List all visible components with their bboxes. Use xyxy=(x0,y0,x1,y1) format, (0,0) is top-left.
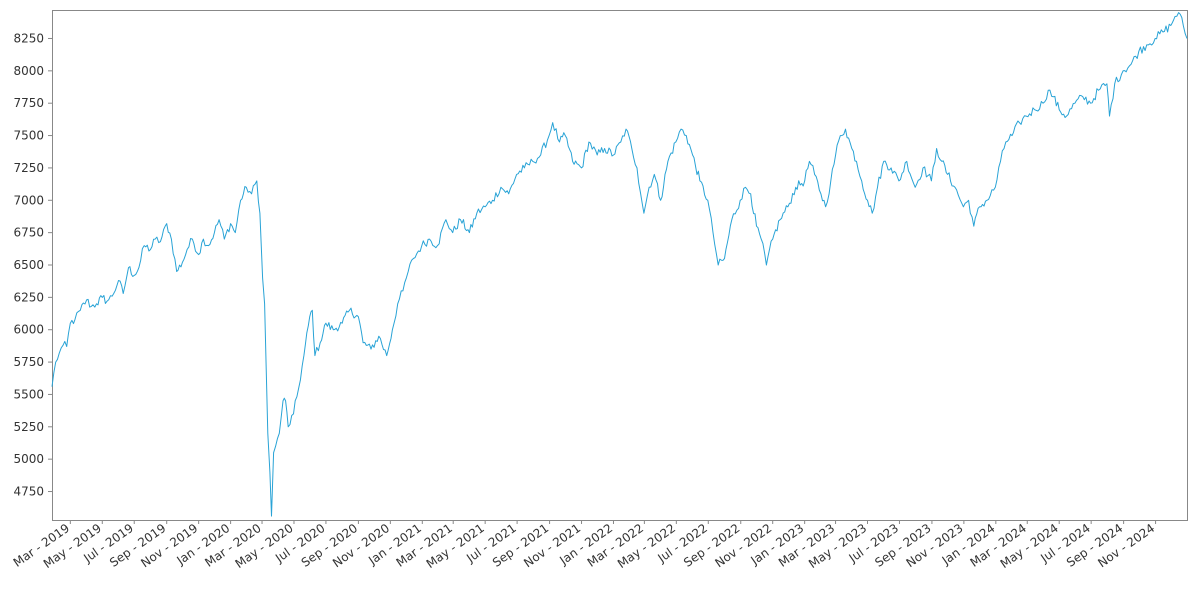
y-tick-label: 6500 xyxy=(13,258,44,272)
y-tick-label: 7250 xyxy=(13,161,44,175)
y-tick-label: 6750 xyxy=(13,226,44,240)
y-tick-label: 5500 xyxy=(13,387,44,401)
y-tick-label: 5750 xyxy=(13,355,44,369)
series-layer xyxy=(51,12,1188,517)
y-tick-label: 6000 xyxy=(13,323,44,337)
y-tick-label: 4750 xyxy=(13,485,44,499)
y-axis: 4750 5000 5250 5500 5750 6000 6250 6500 6750 7000… xyxy=(13,31,52,499)
plot-area-frame xyxy=(52,10,1188,521)
y-tick-label: 5250 xyxy=(13,420,44,434)
y-tick-label: 8250 xyxy=(13,31,44,45)
y-tick-label: 7000 xyxy=(13,193,44,207)
y-tick-label: 6250 xyxy=(13,290,44,304)
y-tick-label: 7750 xyxy=(13,96,44,110)
series-line xyxy=(51,12,1188,517)
y-tick-label: 5000 xyxy=(13,452,44,466)
y-tick-label: 8000 xyxy=(13,64,44,78)
y-tick-label: 7500 xyxy=(13,129,44,143)
